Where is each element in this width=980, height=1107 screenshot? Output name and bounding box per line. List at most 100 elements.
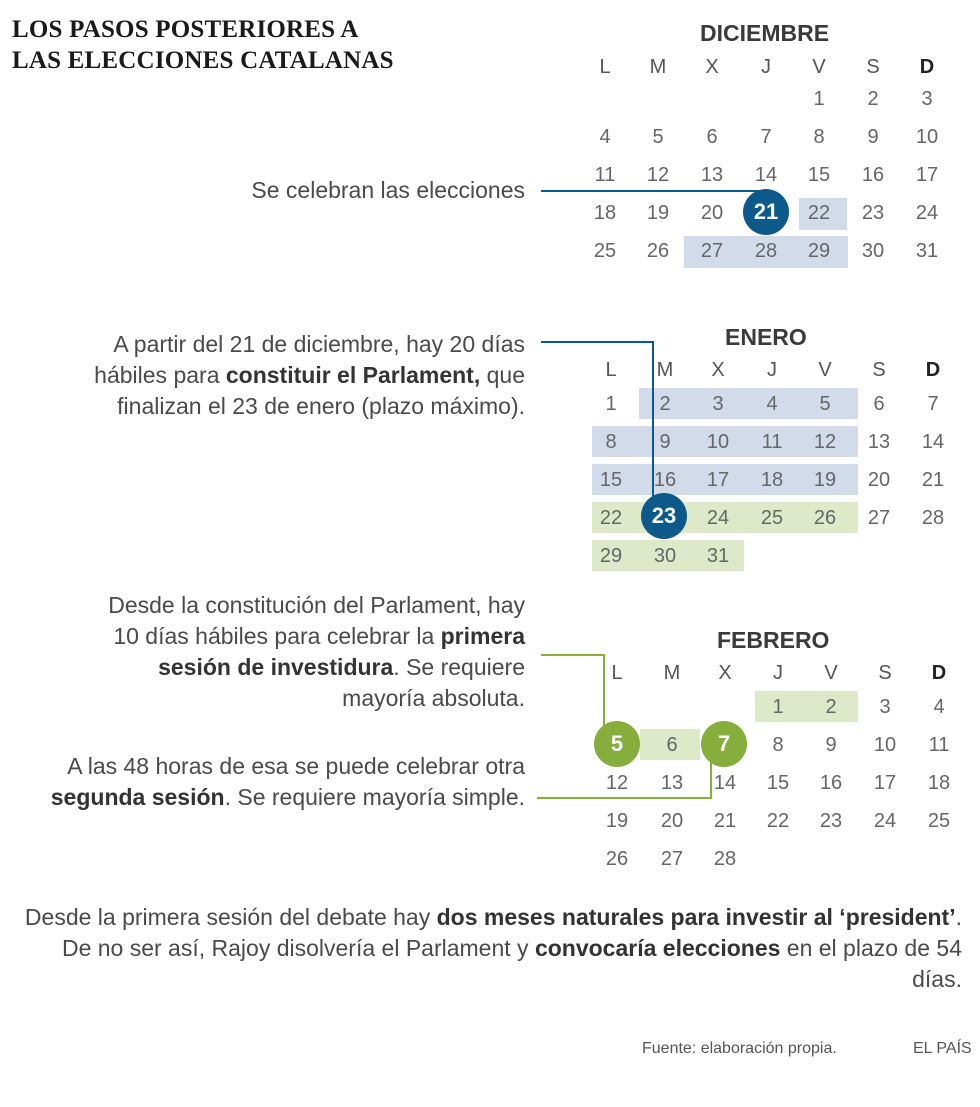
calendar-day: 13 [660,772,684,794]
calendar-day: 7 [927,393,939,415]
calendar-day: 6 [666,734,678,756]
calendar-day: 4 [933,696,945,718]
calendar-day: 6 [873,393,885,415]
calendar-day: 9 [867,126,879,148]
calendar-day: 17 [915,164,939,186]
weekday-header: X [711,359,725,381]
calendar-day: 30 [861,240,885,262]
calendar-day: 26 [646,240,670,262]
calendar-day: 3 [712,393,724,415]
calendar-day: 27 [867,507,891,529]
weekday-header: V [824,662,838,684]
annotation-first-session: Desde la constitución del Parlament, hay… [108,592,525,711]
calendar-day: 12 [605,772,629,794]
source-note: Fuente: elaboración propia. [642,1040,837,1057]
weekday-header: D [931,662,947,684]
calendar-day: 28 [754,240,778,262]
calendar-day: 20 [660,810,684,832]
month-title: FEBRERO [717,627,830,653]
calendar-day: 14 [921,431,945,453]
weekday-header: X [705,56,719,78]
calendar-day: 14 [713,772,737,794]
calendar-day: 3 [879,696,891,718]
calendar-day: 2 [825,696,837,718]
calendar-day: 25 [927,810,951,832]
highlight-band [640,729,700,760]
calendar-day: 11 [761,431,783,453]
calendar-day: 21 [921,469,945,491]
weekday-header: M [649,56,667,78]
weekday-header: L [611,662,623,684]
calendar-day: 31 [915,240,939,262]
weekday-header: J [773,662,783,684]
calendar-day: 1 [772,696,784,718]
annotation-constitution: A partir del 21 de diciembre, hay 20 día… [94,331,525,419]
calendar-day: 2 [867,88,879,110]
weekday-header: D [925,359,941,381]
second-session-circle: 7 [701,721,747,767]
calendar-day: 20 [867,469,891,491]
calendar-day: 25 [593,240,617,262]
calendar-day: 17 [873,772,897,794]
calendar-day: 30 [653,545,677,567]
calendar-day: 4 [766,393,778,415]
annotation-elections: Se celebran las elecciones [251,177,525,203]
connector-line [541,190,766,192]
calendar-day: 24 [873,810,897,832]
weekday-header: V [812,56,826,78]
weekday-header: L [599,56,611,78]
calendar-day: 28 [921,507,945,529]
footer-note: Desde la primera sesión del debate hay d… [24,904,962,992]
connector-line [537,797,712,799]
calendar-day: 12 [646,164,670,186]
calendar-day: 16 [653,469,677,491]
annotation-second-session: A las 48 horas de esa se puede celebrar … [50,753,525,810]
highlight-band [592,464,858,495]
calendar-day: 27 [660,848,684,870]
calendar-day: 13 [867,431,891,453]
calendar-day: 22 [766,810,790,832]
month-title: DICIEMBRE [700,20,830,46]
connector-line [710,744,712,799]
calendar-day: 11 [928,734,950,756]
calendar-day: 16 [861,164,885,186]
calendar-day: 29 [599,545,623,567]
calendar-day: 8 [772,734,784,756]
calendar-day: 8 [813,126,825,148]
highlight-band [799,198,847,230]
calendar-day: 21 [713,810,737,832]
calendar-day: 23 [861,202,885,224]
calendar-day: 11 [594,164,616,186]
weekday-header: S [878,662,892,684]
weekday-header: M [656,359,674,381]
brand-logo: EL PAÍS [913,1040,972,1057]
parliament-deadline-circle: 23 [641,493,687,539]
calendar-day: 15 [766,772,790,794]
weekday-header: M [663,662,681,684]
calendar-day: 9 [659,431,671,453]
highlight-band [592,502,858,533]
calendar-day: 29 [807,240,831,262]
calendar-day: 25 [760,507,784,529]
connector-line [541,654,605,656]
calendar-day: 31 [706,545,730,567]
highlight-band [755,691,858,722]
first-session-circle: 5 [594,721,640,767]
calendar-day: 5 [819,393,831,415]
calendar-day: 19 [605,810,629,832]
calendar-day: 14 [754,164,778,186]
calendar-day: 18 [593,202,617,224]
calendar-day: 16 [819,772,843,794]
calendar-day: 19 [646,202,670,224]
calendar-day: 7 [760,126,772,148]
calendar-day: 2 [659,393,671,415]
calendar-day: 15 [807,164,831,186]
calendar-day: 20 [700,202,724,224]
calendar-day: 6 [706,126,718,148]
calendar-day: 1 [813,88,825,110]
calendar-day: 10 [873,734,897,756]
calendar-day: 10 [706,431,730,453]
calendar-day: 12 [813,431,837,453]
highlight-band [592,426,858,457]
calendar-day: 9 [825,734,837,756]
